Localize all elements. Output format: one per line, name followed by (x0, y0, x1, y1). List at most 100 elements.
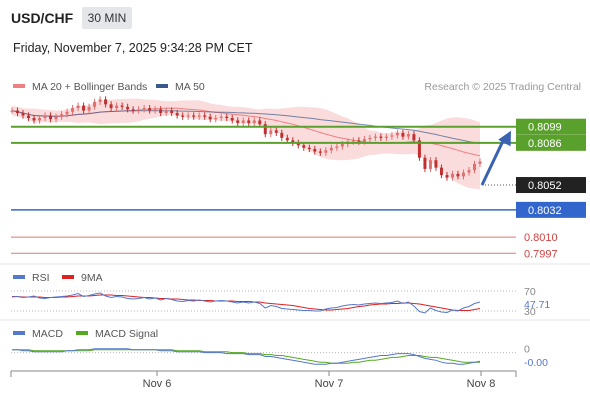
legend-macd-signal-label: MACD Signal (95, 328, 158, 340)
candle-body-77 (434, 160, 438, 168)
forecast-arrow-head (498, 130, 511, 147)
rsi-ref-label-1: 30 (524, 306, 536, 318)
candle-body-37 (214, 118, 218, 120)
candle-body-85 (478, 161, 482, 164)
candle-body-46 (263, 124, 267, 135)
candle-body-38 (219, 116, 223, 118)
candle-body-1 (16, 110, 20, 114)
candle-body-39 (225, 116, 229, 118)
candle-body-64 (362, 139, 366, 142)
candle-body-47 (269, 130, 273, 135)
candle-body-82 (461, 172, 465, 177)
legend-ma20-swatch (13, 84, 25, 88)
candle-body-32 (186, 115, 190, 117)
candle-body-27 (159, 109, 163, 114)
candle-body-57 (324, 150, 328, 153)
candle-body-74 (417, 140, 421, 158)
candle-body-36 (208, 116, 212, 120)
timeframe-badge[interactable]: 30 MIN (82, 7, 132, 29)
candle-body-3 (27, 115, 31, 118)
legend-rsi-swatch (13, 275, 25, 279)
ma50-line (11, 110, 481, 144)
legend-macd-label: MACD (32, 328, 63, 340)
candle-body-28 (164, 110, 168, 114)
candle-body-6 (43, 115, 47, 118)
macd-last-value: -0.00 (524, 357, 548, 369)
legend-rsi-ma-swatch (62, 275, 74, 279)
chart-datetime: Friday, November 7, 2025 9:34:28 PM CET (13, 41, 253, 55)
rsi-last-value: 47.71 (524, 299, 550, 311)
candle-body-5 (38, 118, 42, 121)
candle-body-20 (120, 105, 124, 107)
candle-body-84 (472, 163, 476, 171)
candle-body-69 (390, 135, 394, 137)
candle-body-45 (258, 120, 262, 125)
candle-body-72 (406, 134, 410, 137)
candle-body-0 (10, 110, 14, 112)
candle-body-26 (153, 109, 157, 111)
candle-body-15 (93, 101, 97, 107)
resistance-label-box-1 (516, 134, 586, 151)
candle-body-18 (109, 104, 113, 109)
legend-macd-signal-swatch (76, 331, 88, 335)
candle-body-24 (142, 108, 146, 110)
candle-body-14 (87, 106, 91, 111)
resistance-label-box-0 (516, 118, 586, 135)
macd-ref-label-0: 0 (524, 344, 530, 356)
candle-body-63 (357, 140, 361, 142)
legend-ma50-swatch (156, 84, 168, 88)
candle-body-51 (291, 140, 295, 143)
candle-body-40 (230, 118, 234, 121)
candle-body-2 (21, 113, 25, 116)
candle-body-56 (318, 151, 322, 153)
candle-body-62 (351, 140, 355, 142)
candle-body-23 (137, 109, 141, 111)
resistance-label-1: 0.8086 (528, 138, 562, 150)
candle-body-43 (247, 120, 251, 123)
macd-line (12, 348, 481, 365)
candle-body-66 (373, 136, 377, 138)
candle-body-30 (175, 113, 179, 116)
candle-body-79 (445, 175, 449, 178)
candle-body-34 (197, 115, 201, 117)
candle-body-49 (280, 132, 284, 138)
legend-rsi-label: RSI (32, 272, 50, 284)
rsi-ref-label-0: 70 (524, 286, 536, 298)
rsi-line (11, 292, 481, 314)
symbol-title: USD/CHF (11, 10, 74, 26)
candle-body-12 (76, 105, 80, 109)
resistance-label-0: 0.8099 (528, 122, 562, 134)
candle-body-16 (98, 99, 102, 102)
minor-level-label-4: 0.8010 (524, 232, 558, 244)
candle-body-54 (307, 147, 311, 150)
macd-signal-line (12, 349, 480, 364)
candle-body-17 (104, 99, 108, 105)
minor-level-label-5: 0.7997 (524, 248, 558, 260)
bollinger-band (12, 98, 480, 190)
candle-body-48 (274, 130, 278, 133)
legend-macd-swatch (13, 331, 25, 335)
candle-body-25 (148, 108, 152, 111)
candle-body-50 (285, 137, 289, 141)
candle-body-81 (456, 173, 460, 177)
candle-body-53 (302, 145, 306, 148)
candle-body-33 (192, 115, 196, 117)
x-tick-label-2: Nov 8 (467, 378, 496, 390)
candle-body-35 (203, 115, 207, 117)
candle-body-59 (335, 146, 339, 148)
candle-body-67 (379, 136, 383, 138)
candle-body-68 (384, 136, 388, 138)
x-tick-label-1: Nov 7 (315, 378, 344, 390)
candle-body-8 (54, 116, 58, 120)
candle-body-4 (32, 118, 36, 121)
candle-body-10 (65, 111, 69, 115)
forecast-arrow-shaft (480, 136, 507, 186)
support-label-3: 0.8032 (528, 205, 562, 217)
x-tick-label-0: Nov 6 (143, 378, 172, 390)
legend-rsi-ma-label: 9MA (81, 272, 103, 284)
support-label-box-3 (516, 201, 586, 218)
candle-body-65 (368, 137, 372, 140)
candle-body-9 (60, 114, 64, 117)
candle-body-22 (131, 109, 135, 111)
